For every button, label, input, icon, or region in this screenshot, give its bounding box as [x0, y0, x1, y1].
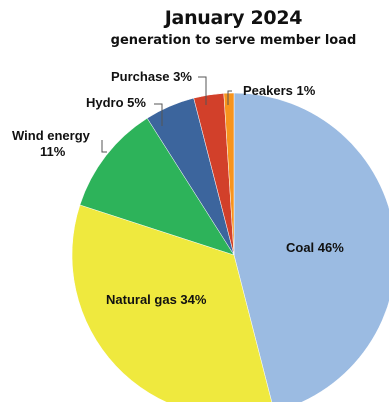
label-wind-line1: Wind energy [12, 128, 91, 143]
leader-peakers [227, 90, 232, 105]
chart-title: January 2024 [164, 7, 303, 29]
pie-slice-peakers [223, 92, 235, 256]
leader-hydro [154, 103, 163, 126]
label-peakers: Peakers 1% [243, 83, 316, 98]
leader-wind [101, 140, 107, 153]
label-natural-gas: Natural gas 34% [106, 292, 207, 307]
leader-purchase [198, 76, 207, 105]
pie-slice-wind-energy [79, 117, 235, 256]
label-wind-line2: 11% [40, 144, 66, 159]
label-purchase: Purchase 3% [111, 69, 192, 84]
chart-subtitle: generation to serve member load [110, 33, 357, 48]
pie-slices [71, 92, 389, 402]
label-coal: Coal 46% [286, 240, 344, 255]
pie-slice-coal [233, 92, 389, 402]
label-hydro: Hydro 5% [86, 95, 146, 110]
pie-slice-natural-gas [71, 204, 273, 402]
